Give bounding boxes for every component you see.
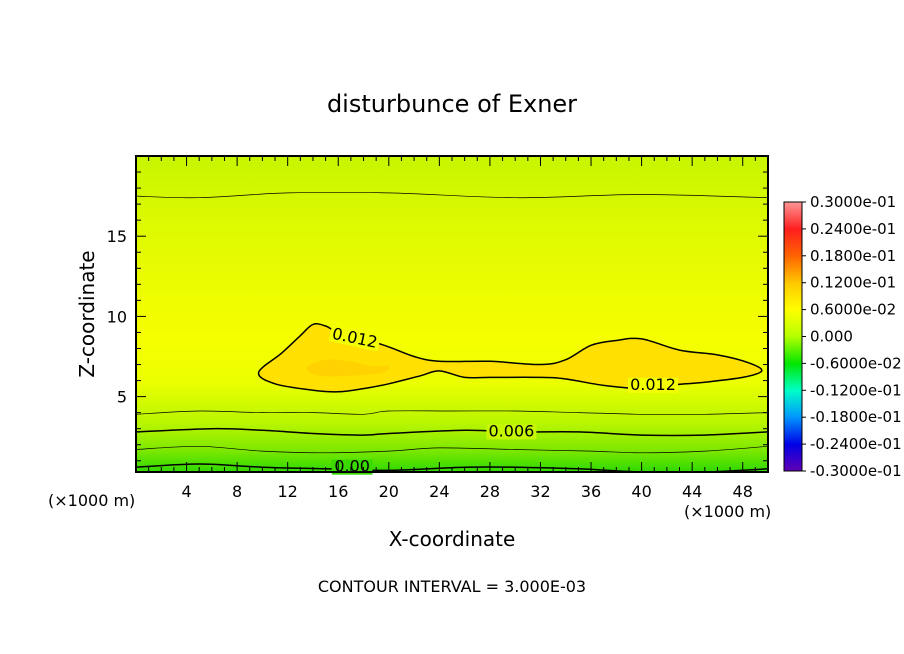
colorbar-label: -0.6000e-02: [810, 354, 902, 372]
contour-interval-footer: CONTOUR INTERVAL = 3.000E-03: [318, 577, 586, 596]
y-axis-label: Z-coordinate: [75, 250, 99, 377]
colorbar-segment: [784, 444, 802, 472]
contour-label-bg-1: [627, 377, 678, 393]
colorbar-segment: [784, 228, 802, 257]
x-tick-group: 4 8 12 16 20 24 28 32 36 40 44 48: [135, 156, 769, 501]
colorbar-label: -0.3000e-01: [810, 462, 902, 480]
x-tick-label: 24: [429, 482, 449, 501]
y-tick-group: 5 10 15: [107, 171, 768, 462]
colorbar-segment: [784, 282, 802, 311]
contour-label-1: 0.012: [630, 375, 676, 394]
colorbar-label: 0.1200e-01: [810, 274, 896, 292]
colorbar-segment: [784, 255, 802, 284]
colorbar-segment: [784, 417, 802, 445]
contour-label-2: 0.006: [489, 421, 535, 440]
x-tick-label: 44: [682, 482, 702, 501]
contour-line-2: [136, 410, 768, 415]
colorbar-label: 0.6000e-02: [810, 301, 896, 319]
contour-line-6: [136, 191, 768, 199]
colorbar-segment: [784, 363, 802, 391]
colorbar-label: 0.1800e-01: [810, 247, 896, 265]
contour-label-bg-3: [331, 459, 373, 475]
contour-label-bg-2: [486, 424, 537, 440]
contour-line-3: [136, 427, 768, 437]
colorbar-label: 0.2400e-01: [810, 220, 896, 238]
x-tick-label: 4: [181, 482, 191, 501]
x-axis-unit-left: (×1000 m): [48, 491, 135, 510]
contour-label-3: 0.00: [334, 457, 370, 476]
chart-title: disturbunce of Exner: [327, 90, 577, 118]
x-tick-label: 28: [480, 482, 500, 501]
plot-background: [136, 156, 768, 472]
colorbar-label: -0.1800e-01: [810, 408, 902, 426]
y-tick-label: 5: [117, 388, 127, 407]
x-tick-label: 12: [278, 482, 298, 501]
contour-fill-1: [306, 359, 390, 377]
colorbar-label: 0.3000e-01: [810, 193, 896, 211]
colorbar-segment: [784, 202, 802, 230]
x-axis-unit-right: (×1000 m): [684, 502, 771, 521]
x-axis-label: X-coordinate: [389, 527, 516, 551]
x-tick-label: 48: [733, 482, 753, 501]
x-tick-label: 36: [581, 482, 601, 501]
x-tick-label: 32: [530, 482, 550, 501]
colorbar-label: -0.2400e-01: [810, 435, 902, 453]
contour-fill-0: [258, 323, 762, 392]
x-tick-label: 40: [631, 482, 651, 501]
colorbar-segment: [784, 309, 802, 337]
x-tick-label: 8: [232, 482, 242, 501]
x-tick-label: 20: [379, 482, 399, 501]
colorbar-label: 0.000: [810, 328, 853, 346]
colorbar-segment: [784, 336, 802, 364]
colorbar-label: -0.1200e-01: [810, 381, 902, 399]
contour-label-bg-0: [328, 326, 381, 352]
contour-line-4: [136, 445, 768, 454]
y-tick-label: 10: [107, 307, 127, 326]
contour-group: [136, 191, 768, 472]
colorbar: 0.3000e-01 0.2400e-01 0.1800e-01 0.1200e-01…: [783, 193, 902, 480]
colorbar-segment: [784, 390, 802, 418]
y-tick-label: 15: [107, 227, 127, 246]
x-tick-label: 16: [328, 482, 348, 501]
